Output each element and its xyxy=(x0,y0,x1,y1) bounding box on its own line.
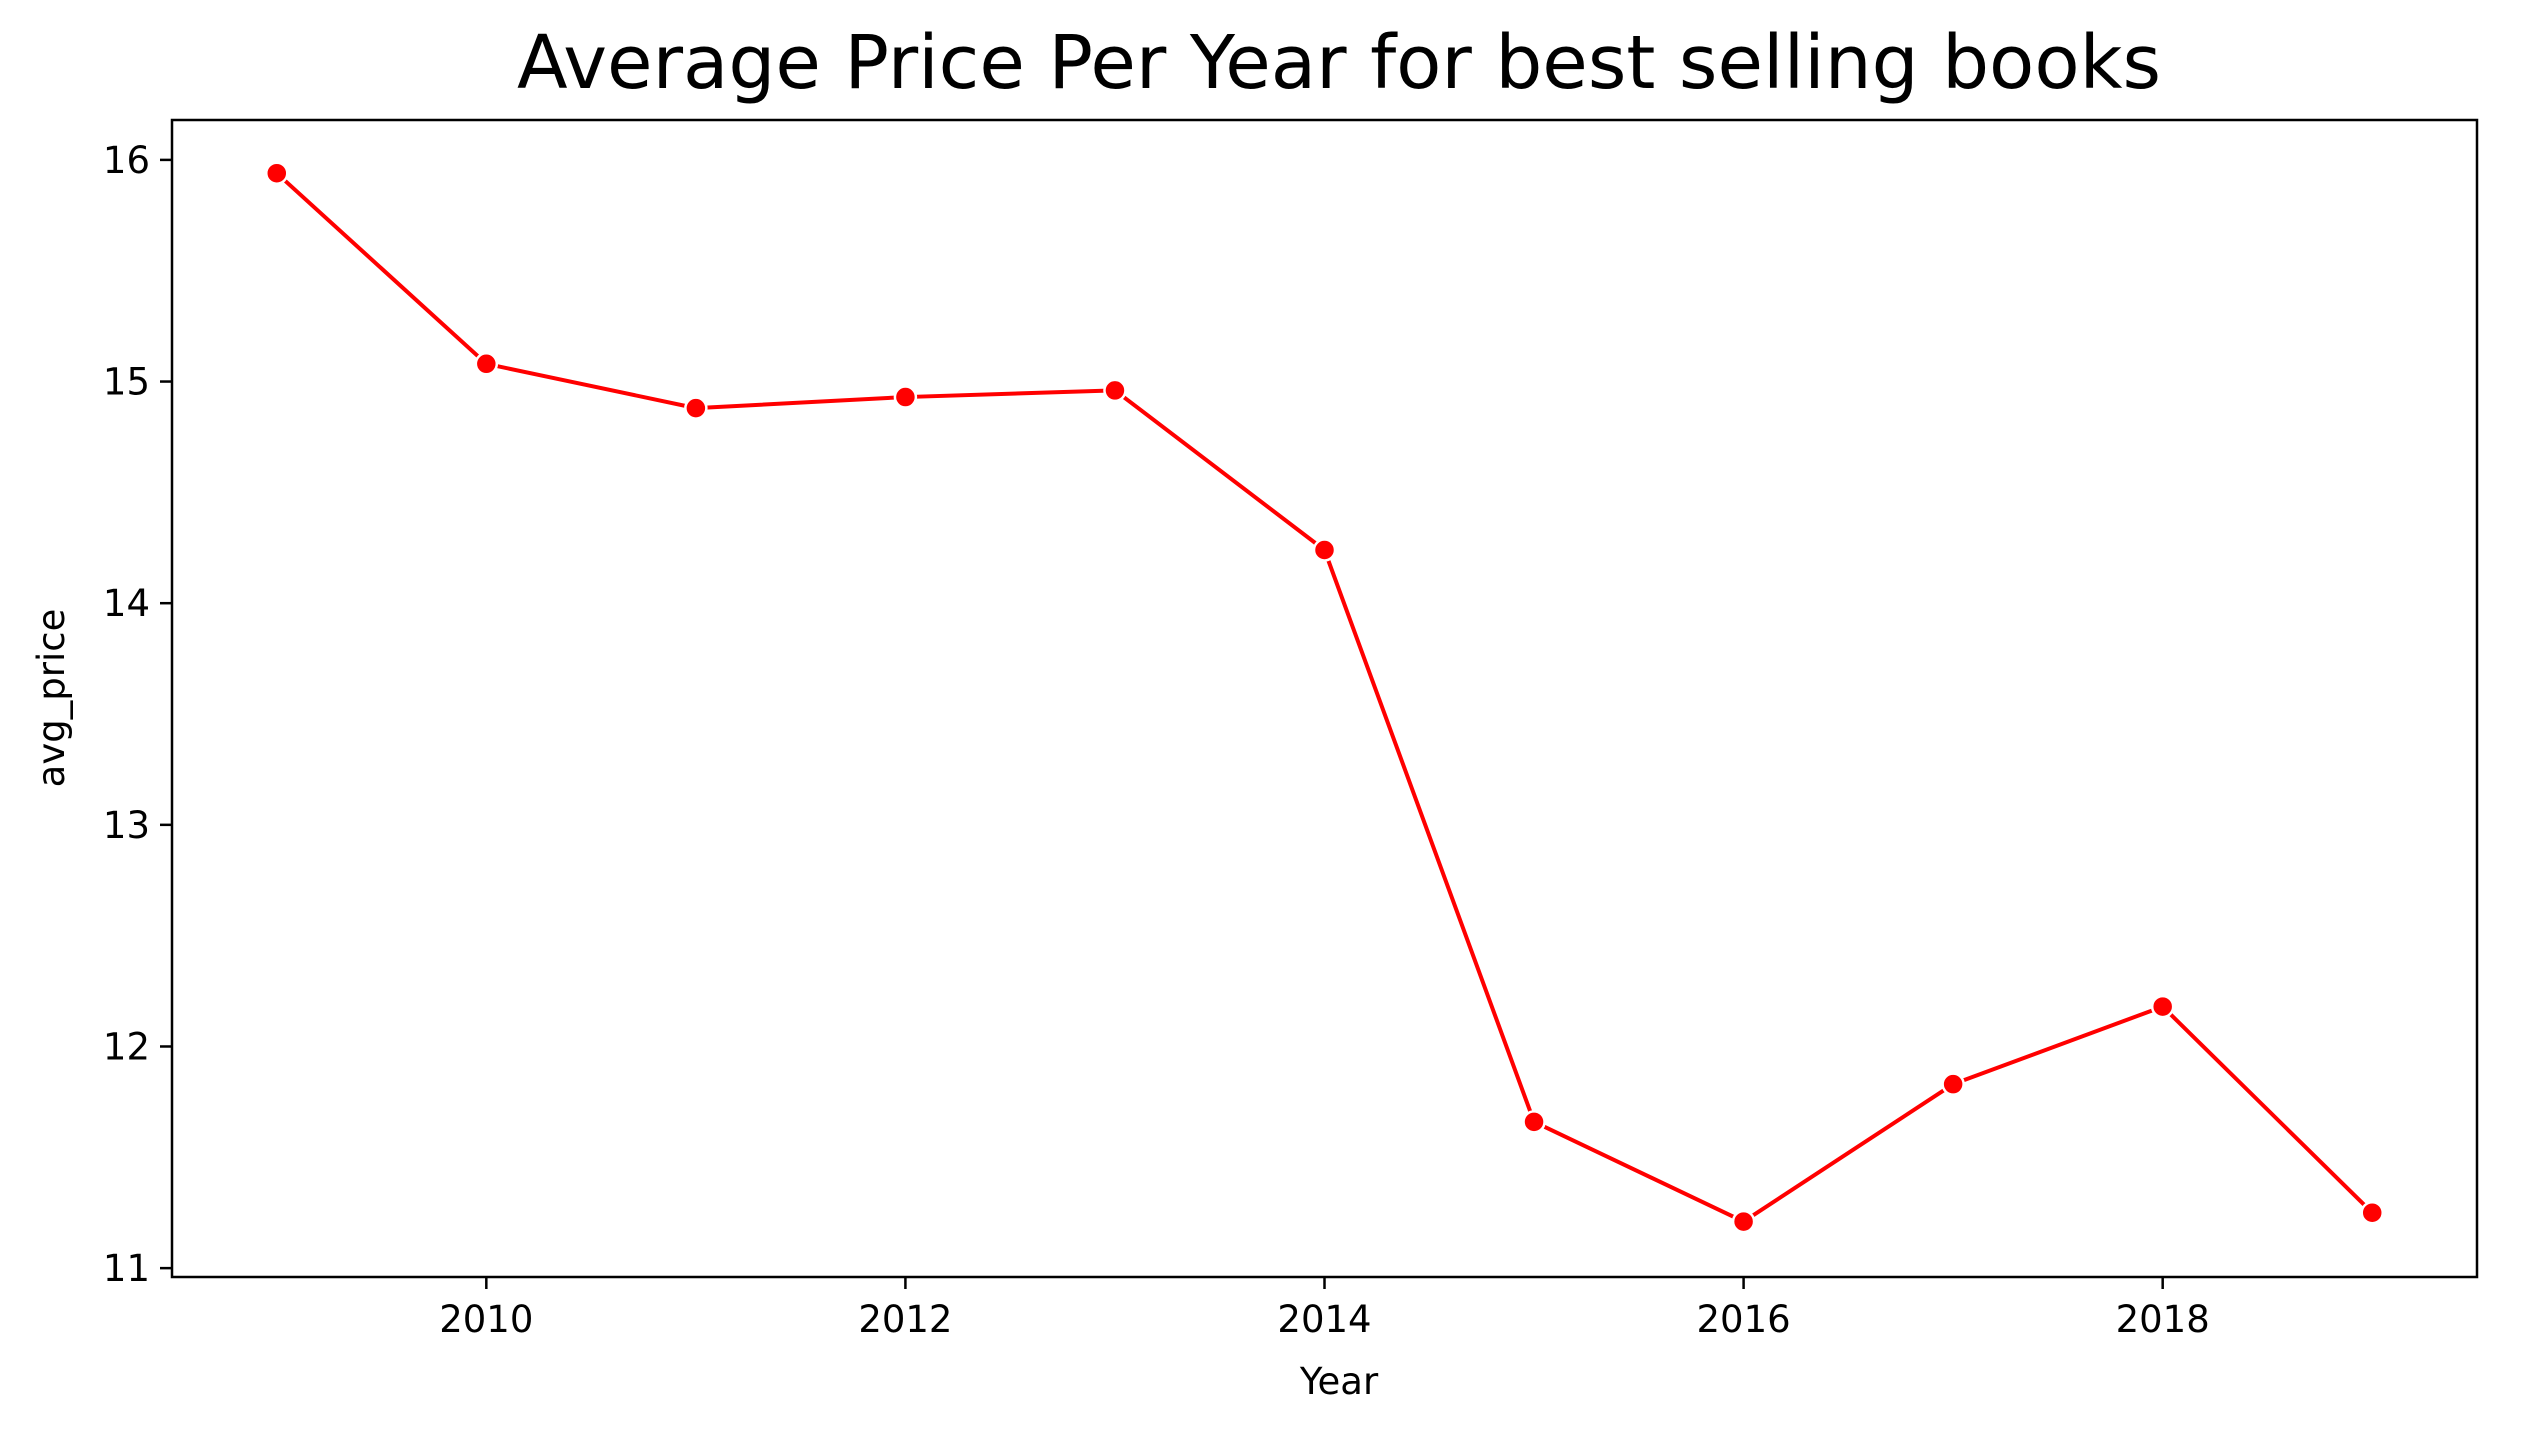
data-point xyxy=(1731,1209,1756,1234)
data-point xyxy=(265,161,289,185)
plot-area xyxy=(170,118,2479,1279)
data-point xyxy=(1522,1110,1546,1134)
data-point xyxy=(2360,1200,2384,1225)
x-tick-label: 2014 xyxy=(1277,1298,1371,1341)
y-axis-label: avg_price xyxy=(30,609,73,788)
x-axis-label: Year xyxy=(1299,1360,1379,1403)
x-tick-label: 2016 xyxy=(1697,1298,1791,1341)
x-tick-label: 2012 xyxy=(858,1298,952,1341)
y-tick-label: 14 xyxy=(103,582,150,625)
chart-title: Average Price Per Year for best selling … xyxy=(517,20,2161,106)
y-axis-ticks: 11 12 13 14 15 16 xyxy=(103,139,172,1290)
x-axis-ticks: 2010 2012 2014 2016 2018 xyxy=(439,1277,2210,1341)
y-tick-label: 12 xyxy=(103,1025,150,1068)
y-tick-label: 15 xyxy=(103,361,150,404)
data-point xyxy=(2150,994,2175,1019)
y-tick-label: 11 xyxy=(103,1247,150,1290)
data-point xyxy=(893,385,918,409)
x-tick-label: 2018 xyxy=(2116,1298,2210,1341)
data-point xyxy=(1941,1072,1965,1096)
y-tick-label: 16 xyxy=(103,139,150,182)
data-point xyxy=(1103,378,1127,403)
series-layer xyxy=(265,161,2384,1234)
data-point xyxy=(684,396,708,420)
y-tick-label: 13 xyxy=(103,804,150,847)
data-point xyxy=(474,352,499,376)
data-point xyxy=(1312,538,1337,562)
x-tick-label: 2010 xyxy=(439,1298,533,1341)
